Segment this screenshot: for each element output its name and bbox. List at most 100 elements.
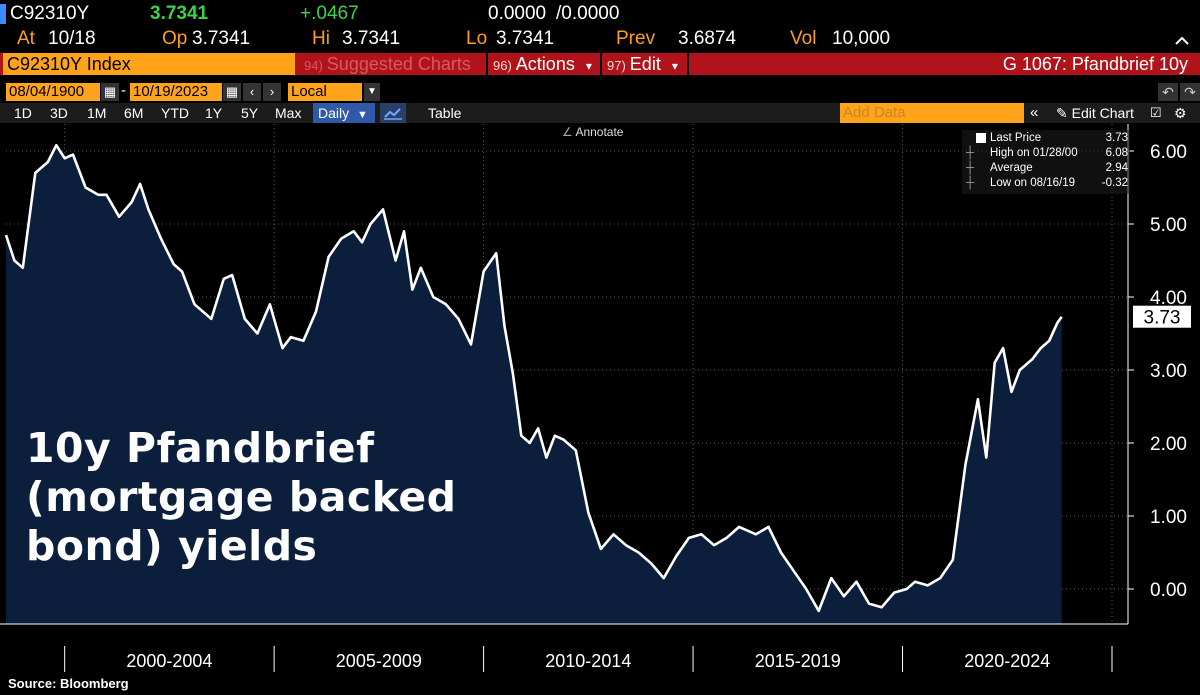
chevron-up-icon[interactable] <box>1172 32 1192 50</box>
y-axis: 6.00 5.00 4.00 3.00 2.00 1.00 0.00 3.73 <box>1127 124 1191 624</box>
security-field[interactable]: C92310Y Index <box>3 53 295 75</box>
chart-legend: Last Price 3.73 ┼ High on 01/28/00 6.08 … <box>962 130 1130 194</box>
actions-label: Actions <box>515 54 575 74</box>
source-note: Source: Bloomberg <box>8 676 129 691</box>
bid-value: 0.0000 <box>488 3 547 24</box>
price-chart[interactable]: 6.00 5.00 4.00 3.00 2.00 1.00 0.00 3.73 2000-20… <box>0 124 1200 676</box>
period-ytd[interactable]: YTD <box>161 105 189 121</box>
period-6m[interactable]: 6M <box>124 105 144 121</box>
edit-chart-label: Edit Chart <box>1071 105 1134 121</box>
y-tick-label: 2.00 <box>1150 434 1187 455</box>
chevron-down-icon: ▼ <box>357 109 368 121</box>
chart-title: 10y Pfandbrief (mortgage backed bond) yi… <box>26 424 546 571</box>
suggested-num: 94) <box>304 58 323 73</box>
high-value: 3.7341 <box>342 28 401 49</box>
ticker-symbol[interactable]: C92310Y <box>10 3 90 24</box>
net-change: +.0467 <box>300 3 359 24</box>
legend-last-price-label: Last Price <box>990 132 1042 144</box>
legend-average-label: Average <box>990 162 1033 174</box>
high-label: Hi <box>312 28 330 49</box>
y-tick-label: 1.00 <box>1150 507 1187 528</box>
ask-value: /0.0000 <box>556 3 620 24</box>
chevron-down-icon: ▾ <box>671 59 678 73</box>
add-data-input[interactable]: Add Data <box>840 103 1024 123</box>
settings-icon[interactable]: ☑ <box>1150 105 1162 120</box>
currency-select[interactable]: Local CCY <box>288 83 362 118</box>
edit-num: 97) <box>607 58 626 73</box>
last-value-box <box>1133 305 1191 328</box>
ticker-marker <box>0 4 6 24</box>
chevron-down-icon[interactable]: ▼ <box>364 83 380 101</box>
chart-title-line: 10y Pfandbrief <box>26 424 375 472</box>
collapse-icon[interactable]: « <box>1030 104 1039 121</box>
legend-average-value: 2.94 <box>1105 162 1128 174</box>
chevron-right-icon[interactable]: › <box>263 83 281 101</box>
yield-area-fill <box>6 145 1062 624</box>
volume-label: Vol <box>790 28 817 49</box>
page-title: G 1067: Pfandbrief 10y <box>1002 54 1188 74</box>
high-marker-icon: ┼ <box>966 147 975 159</box>
legend-low-value: -0.32 <box>1101 177 1128 189</box>
start-date-input[interactable]: 08/04/1900 <box>6 83 100 101</box>
legend-last-price: Last Price 3.73 <box>962 131 1128 145</box>
period-1y[interactable]: 1Y <box>205 105 223 121</box>
low-value: 3.7341 <box>496 28 555 49</box>
actions-num: 96) <box>493 58 512 73</box>
last-price: 3.7341 <box>150 3 209 24</box>
period-5y[interactable]: 5Y <box>241 105 259 121</box>
menu-divider <box>687 53 689 75</box>
frequency-select[interactable]: Daily ▼ <box>313 103 375 123</box>
last-value-label: 3.73 <box>1144 308 1181 329</box>
period-1m[interactable]: 1M <box>87 105 107 121</box>
y-tick-label: 0.00 <box>1150 580 1187 601</box>
x-tick-label: 2010-2014 <box>545 651 631 671</box>
frequency-label: Daily <box>318 105 350 121</box>
legend-high-label: High on 01/28/00 <box>990 147 1078 159</box>
gear-icon[interactable]: ⚙ <box>1174 105 1187 121</box>
open-value: 3.7341 <box>192 28 251 49</box>
edit-chart-button[interactable]: ✎ Edit Chart <box>1056 103 1134 123</box>
annotate-button[interactable]: ∠ Annotate <box>562 125 623 139</box>
actions-menu[interactable]: 96) Actions ▾ <box>493 53 592 75</box>
calendar-icon[interactable]: ▦ <box>223 83 241 101</box>
yield-line <box>4 143 1063 613</box>
low-label: Lo <box>466 28 488 49</box>
y-tick-label: 4.00 <box>1150 288 1187 309</box>
prev-value: 3.6874 <box>678 28 737 49</box>
pencil-icon: ✎ <box>1056 105 1068 121</box>
table-button[interactable]: Table <box>428 105 462 121</box>
legend-high-value: 6.08 <box>1105 147 1128 159</box>
legend-last-price-value: 3.73 <box>1105 132 1128 144</box>
menu-divider <box>600 53 602 75</box>
chevron-left-icon[interactable]: ‹ <box>243 83 261 101</box>
edit-menu[interactable]: 97) Edit ▾ <box>607 53 678 75</box>
legend-high: ┼ High on 01/28/00 6.08 <box>962 146 1128 160</box>
low-marker-icon: ┼ <box>966 177 975 189</box>
annotate-label: Annotate <box>575 125 624 139</box>
average-marker-icon: ┼ <box>966 162 975 174</box>
x-tick-label: 2015-2019 <box>755 651 841 671</box>
legend-average: ┼ Average 2.94 <box>962 161 1128 175</box>
annotate-icon: ∠ <box>562 125 573 139</box>
period-1d[interactable]: 1D <box>14 105 32 121</box>
end-date-input[interactable]: 10/19/2023 <box>130 83 222 101</box>
legend-low-label: Low on 08/16/19 <box>990 177 1076 189</box>
suggested-label: Suggested Charts <box>326 54 471 74</box>
at-label: At <box>17 28 35 49</box>
period-3d[interactable]: 3D <box>50 105 68 121</box>
x-tick-label: 2005-2009 <box>336 651 422 671</box>
y-tick-label: 3.00 <box>1150 361 1187 382</box>
calendar-icon[interactable]: ▦ <box>101 83 119 101</box>
period-max[interactable]: Max <box>275 105 302 121</box>
legend-swatch <box>976 133 986 143</box>
open-label: Op <box>162 28 188 49</box>
chart-title-line: (mortgage backed <box>26 473 457 521</box>
undo-icon[interactable]: ↶ <box>1158 83 1178 101</box>
quote-header: C92310Y 3.7341 +.0467 0.0000 /0.0000 <box>0 0 1200 28</box>
chart-title-line: bond) yields <box>26 522 318 570</box>
volume-value: 10,000 <box>832 28 891 49</box>
line-chart-icon[interactable] <box>380 103 406 123</box>
redo-icon[interactable]: ↷ <box>1180 83 1200 101</box>
suggested-charts-menu[interactable]: 94) Suggested Charts <box>304 53 471 75</box>
chevron-down-icon: ▾ <box>585 59 592 73</box>
